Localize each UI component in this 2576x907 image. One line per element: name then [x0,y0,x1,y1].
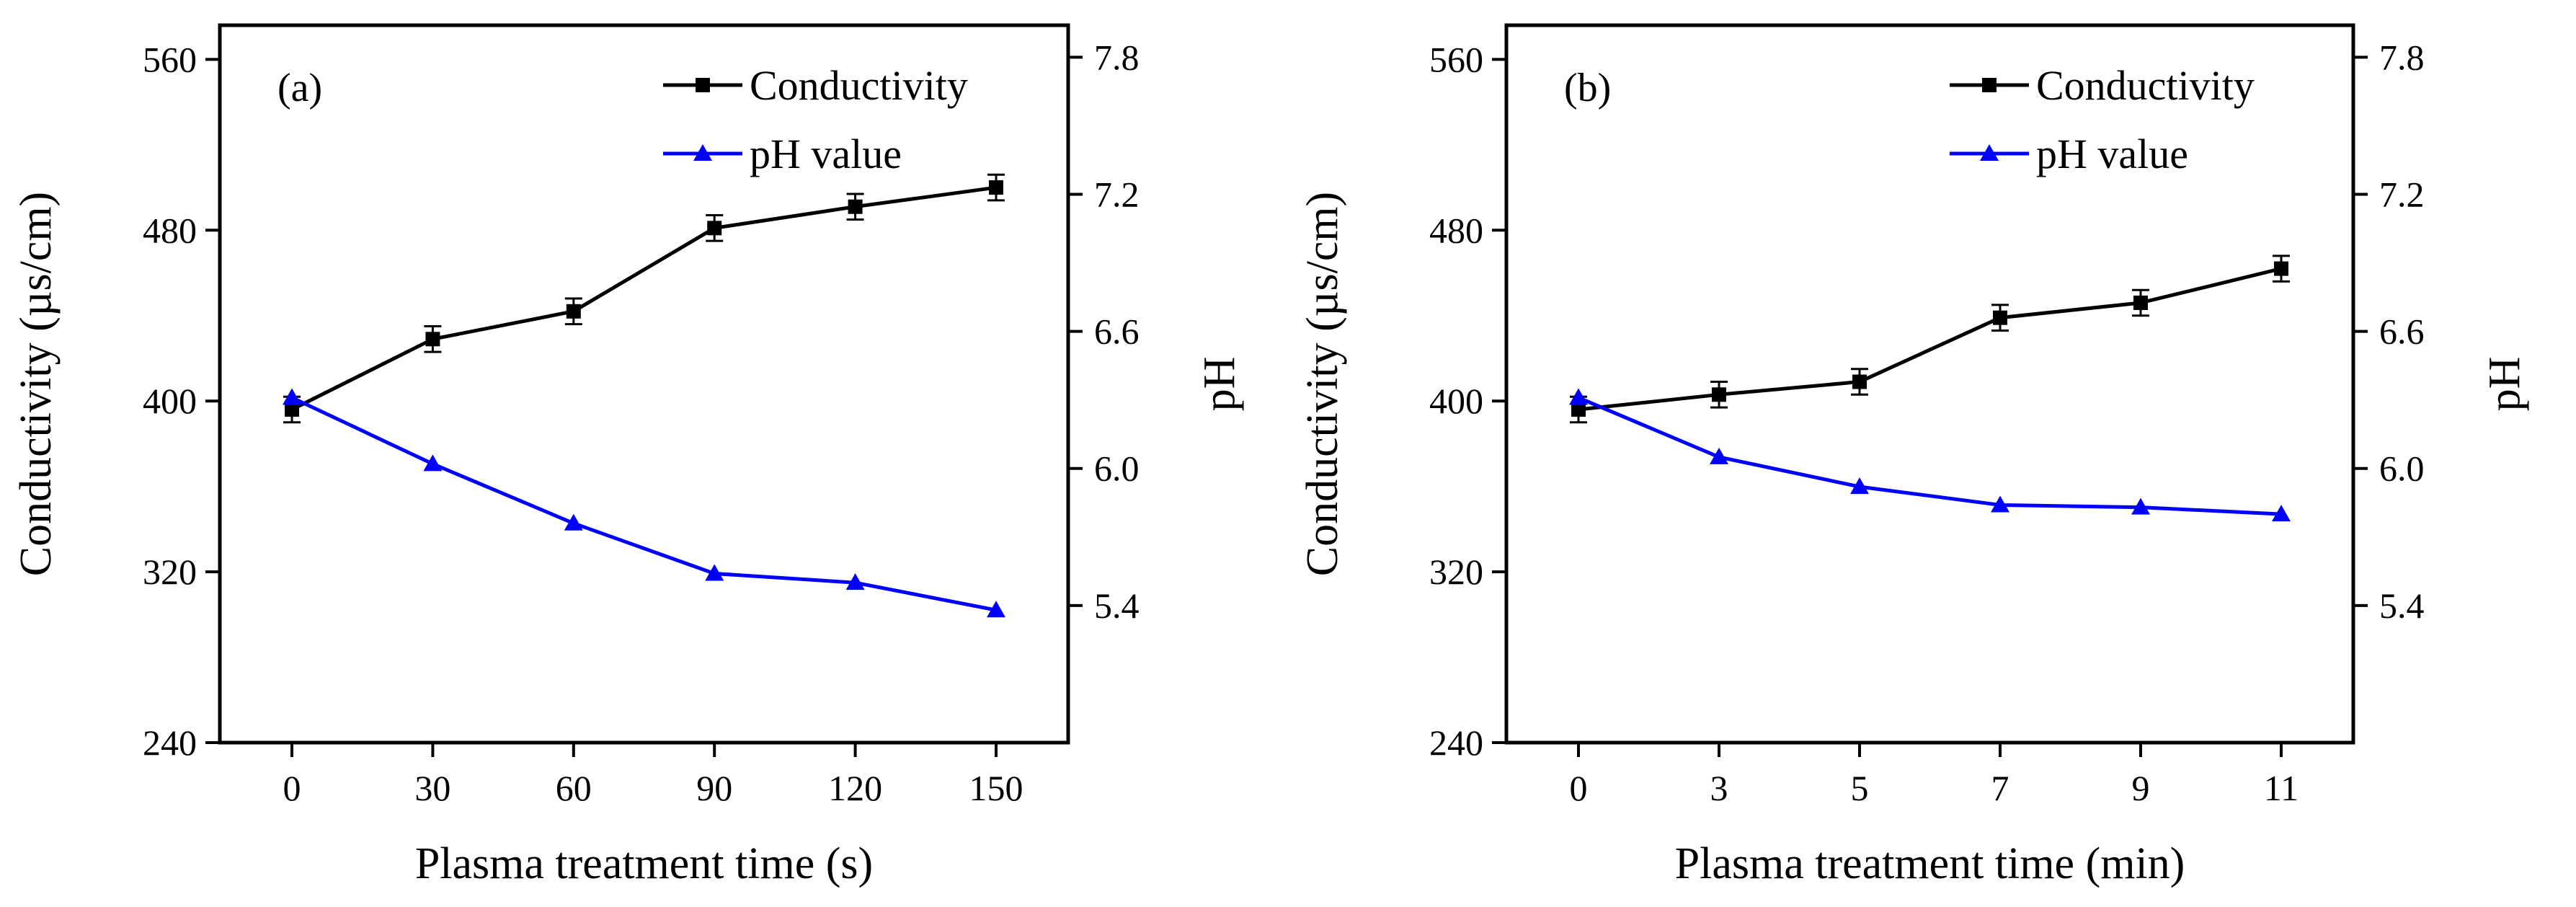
ph-value-point [987,601,1005,618]
x-tick-label: 30 [414,768,450,808]
conductivity-point [285,402,299,417]
ph-value-point [1991,495,2009,513]
x-tick-label: 0 [283,768,301,808]
y-tick-label-right: 6.0 [2379,448,2425,489]
y-tick-label-right: 5.4 [1094,585,1140,626]
panel-label: (a) [277,66,322,110]
y-tick-label-right: 5.4 [2379,585,2425,626]
conductivity-point [1852,374,1867,389]
plot-frame [218,23,1070,745]
ph-value-point [1850,477,1869,495]
conductivity-point [707,221,722,236]
y-tick-label-right: 6.0 [1094,448,1140,489]
chart-panel-a: 0 30 60 90 120 150 240 320 400 480 560 5.4 6.0 6.6 7.2… [12,23,1244,888]
legend-marker-triangle [693,144,712,161]
y-tick-label-left: 560 [1429,39,1483,79]
legend-label: Conductivity [750,62,968,109]
y-axis-title-left: Conductivity (µs/cm) [12,192,61,576]
legend-marker-triangle [1980,144,1999,161]
y-tick-label-left: 240 [1429,722,1483,763]
legend-label: Conductivity [2036,62,2255,109]
legend: Conductivity pH value [663,62,968,177]
y-tick-label-left: 400 [143,381,197,421]
legend-marker-square [696,78,710,92]
y-tick-label-left: 400 [1429,381,1483,421]
plot-frame [1504,23,2355,745]
legend: Conductivity pH value [1950,62,2255,177]
conductivity-point [1993,310,2007,325]
ph-value-point [423,454,443,472]
ph-value-point [705,564,724,581]
x-tick-label: 7 [1991,768,2009,808]
y-axis-title-left: Conductivity (µs/cm) [1298,192,1347,576]
y-tick-label-left: 480 [1429,210,1483,250]
legend-label: pH value [2036,130,2188,177]
ph-value-point [283,388,301,405]
x-axis-title: Plasma treatment time (s) [415,839,873,888]
legend-marker-square [1982,78,1997,92]
ph-value-line [1578,396,2282,516]
y-tick-label-right: 6.6 [1094,311,1140,352]
conductivity-point [425,332,440,347]
conductivity-point [2133,295,2148,310]
y-axis-title-right: pH [2480,357,2529,412]
y-tick-label-left: 320 [1429,552,1483,592]
conductivity-point [989,180,1003,195]
y-axis-title-right: pH [1195,357,1244,412]
ph-value-line [290,396,997,612]
conductivity-point [848,199,863,214]
y-tick-label-right: 7.2 [2379,174,2425,214]
y-tick-label-right: 7.8 [2379,37,2425,77]
y-tick-label-right: 7.8 [1094,37,1140,77]
y-tick-label-left: 320 [143,552,197,592]
y-tick-label-right: 6.6 [2379,311,2425,352]
ph-value-point [845,573,865,590]
x-axis-title: Plasma treatment time (min) [1675,839,2185,888]
x-tick-label: 11 [2264,768,2299,808]
ph-value-point [1710,447,1728,464]
ph-value-point [1569,388,1588,405]
legend-label: pH value [750,130,902,177]
conductivity-line [290,185,997,412]
y-tick-label-left: 560 [143,39,197,79]
x-tick-label: 0 [1570,768,1588,808]
x-tick-label: 150 [969,768,1023,808]
conductivity-point [566,304,581,319]
x-tick-label: 60 [556,768,592,808]
y-tick-label-left: 480 [143,210,197,250]
x-tick-label: 120 [828,768,882,808]
x-tick-label: 5 [1851,768,1869,808]
panel-label: (b) [1564,66,1611,110]
conductivity-point [2274,261,2288,276]
x-tick-label: 3 [1710,768,1728,808]
chart-panel-b: 0 3 5 7 9 11 240 320 400 480 560 5.4 6.0 6.6 7.2 7.8 Con… [1298,23,2529,888]
ph-value-point [2131,497,2150,515]
x-tick-label: 90 [696,768,732,808]
ph-value-point [2272,505,2291,522]
x-tick-label: 9 [2132,768,2150,808]
conductivity-point [1571,402,1586,417]
y-tick-label-right: 7.2 [1094,174,1140,214]
ph-value-point [564,513,583,531]
conductivity-point [1712,387,1726,402]
y-tick-label-left: 240 [143,722,197,763]
conductivity-line [1578,267,2282,412]
